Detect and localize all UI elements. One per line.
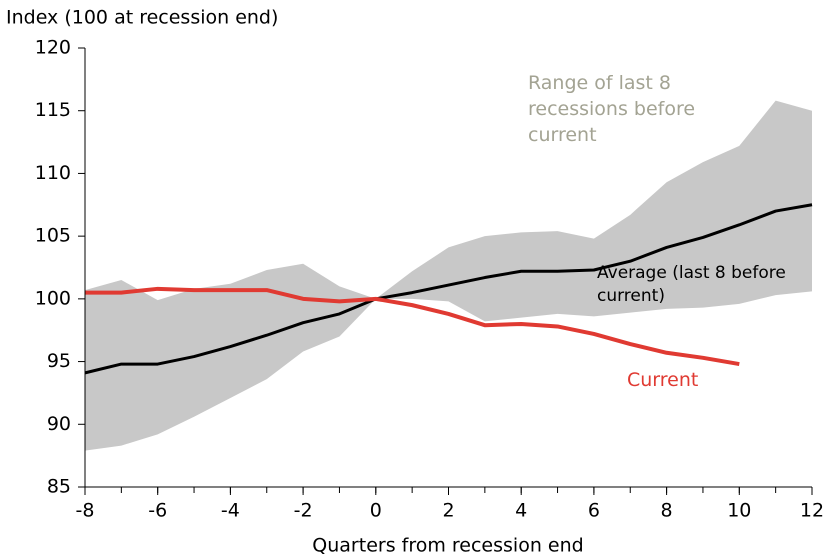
x-tick-label: 12 bbox=[800, 500, 824, 522]
x-tick-label: 4 bbox=[515, 500, 527, 522]
x-axis-label: Quarters from recession end bbox=[312, 535, 583, 557]
x-tick-label: 2 bbox=[442, 500, 454, 522]
y-tick-label: 90 bbox=[47, 413, 71, 435]
y-tick-label: 85 bbox=[47, 476, 71, 498]
x-tick-label: 6 bbox=[588, 500, 600, 522]
y-tick-label: 100 bbox=[35, 287, 71, 309]
y-tick-label: 105 bbox=[35, 225, 71, 247]
y-tick-label: 110 bbox=[35, 162, 71, 184]
x-tick-label: -8 bbox=[76, 500, 95, 522]
y-tick-label: 95 bbox=[47, 350, 71, 372]
line bbox=[84, 203, 813, 375]
series-label: Current bbox=[627, 369, 699, 391]
x-tick-label: 0 bbox=[370, 500, 382, 522]
x-tick-label: -4 bbox=[221, 500, 240, 522]
series-label: Average (last 8 before current) bbox=[597, 263, 786, 306]
range-area bbox=[85, 100, 812, 451]
x-tick-label: 8 bbox=[661, 500, 673, 522]
line bbox=[85, 286, 740, 367]
x-tick-label: 10 bbox=[727, 500, 751, 522]
y-tick-label: 120 bbox=[35, 37, 71, 59]
chart-title: Index (100 at recession end) bbox=[6, 7, 278, 29]
y-tick-label: 115 bbox=[35, 99, 71, 121]
x-tick-label: -6 bbox=[148, 500, 167, 522]
band-label: Range of last 8 recessions before curren… bbox=[528, 72, 696, 146]
x-tick-label: -2 bbox=[294, 500, 313, 522]
